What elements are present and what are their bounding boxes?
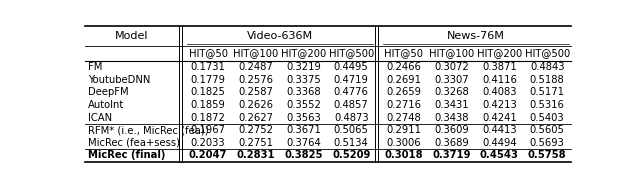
Text: 0.3268: 0.3268 bbox=[435, 87, 469, 97]
Text: 0.2627: 0.2627 bbox=[238, 112, 273, 122]
Text: AutoInt: AutoInt bbox=[88, 100, 124, 110]
Text: 0.5758: 0.5758 bbox=[528, 150, 566, 160]
Text: 0.3871: 0.3871 bbox=[482, 62, 517, 72]
Text: 0.1731: 0.1731 bbox=[191, 62, 225, 72]
Text: 0.3552: 0.3552 bbox=[286, 100, 321, 110]
Text: 0.4213: 0.4213 bbox=[482, 100, 517, 110]
Text: 0.2576: 0.2576 bbox=[238, 75, 273, 85]
Text: HIT@100: HIT@100 bbox=[233, 48, 278, 58]
Text: 0.4495: 0.4495 bbox=[334, 62, 369, 72]
Text: 0.3671: 0.3671 bbox=[286, 125, 321, 135]
Text: 0.2911: 0.2911 bbox=[387, 125, 422, 135]
Text: 0.2748: 0.2748 bbox=[387, 112, 421, 122]
Text: ICAN: ICAN bbox=[88, 112, 112, 122]
Text: 0.5316: 0.5316 bbox=[530, 100, 564, 110]
Text: 0.4083: 0.4083 bbox=[482, 87, 516, 97]
Text: 0.2047: 0.2047 bbox=[189, 150, 227, 160]
Text: 0.1967: 0.1967 bbox=[191, 125, 225, 135]
Text: 0.2716: 0.2716 bbox=[387, 100, 422, 110]
Text: 0.3431: 0.3431 bbox=[435, 100, 469, 110]
Text: HIT@200: HIT@200 bbox=[281, 48, 326, 58]
Text: 0.3719: 0.3719 bbox=[433, 150, 471, 160]
Text: 0.3689: 0.3689 bbox=[435, 138, 469, 148]
Text: 0.5693: 0.5693 bbox=[530, 138, 564, 148]
Text: 0.3006: 0.3006 bbox=[387, 138, 421, 148]
Text: HIT@200: HIT@200 bbox=[477, 48, 522, 58]
Text: 0.4776: 0.4776 bbox=[334, 87, 369, 97]
Text: 0.2587: 0.2587 bbox=[238, 87, 273, 97]
Text: HIT@500: HIT@500 bbox=[525, 48, 570, 58]
Text: 0.3307: 0.3307 bbox=[435, 75, 469, 85]
Text: MicRec (final): MicRec (final) bbox=[88, 150, 165, 160]
Text: HIT@50: HIT@50 bbox=[385, 48, 424, 58]
Text: 0.2466: 0.2466 bbox=[387, 62, 421, 72]
Text: 0.1859: 0.1859 bbox=[191, 100, 225, 110]
Text: HIT@500: HIT@500 bbox=[328, 48, 374, 58]
Text: 0.2752: 0.2752 bbox=[238, 125, 273, 135]
Text: 0.5065: 0.5065 bbox=[334, 125, 369, 135]
Text: 0.5188: 0.5188 bbox=[530, 75, 564, 85]
Text: RFM* (i.e., MicRec (fea)): RFM* (i.e., MicRec (fea)) bbox=[88, 125, 209, 135]
Text: 0.2751: 0.2751 bbox=[238, 138, 273, 148]
Text: 0.4494: 0.4494 bbox=[482, 138, 516, 148]
Text: 0.4843: 0.4843 bbox=[530, 62, 564, 72]
Text: Model: Model bbox=[115, 31, 149, 41]
Text: 0.4116: 0.4116 bbox=[482, 75, 517, 85]
Text: 0.3375: 0.3375 bbox=[286, 75, 321, 85]
Text: 0.5134: 0.5134 bbox=[334, 138, 369, 148]
Text: 0.5209: 0.5209 bbox=[332, 150, 371, 160]
Text: 0.5171: 0.5171 bbox=[530, 87, 564, 97]
Text: 0.4413: 0.4413 bbox=[482, 125, 516, 135]
Text: 0.2487: 0.2487 bbox=[238, 62, 273, 72]
Text: Video-636M: Video-636M bbox=[246, 31, 313, 41]
Text: 0.4241: 0.4241 bbox=[482, 112, 517, 122]
Text: MicRec (fea+sess): MicRec (fea+sess) bbox=[88, 138, 180, 148]
Text: 0.3438: 0.3438 bbox=[435, 112, 469, 122]
Text: 0.4873: 0.4873 bbox=[334, 112, 369, 122]
Text: 0.3563: 0.3563 bbox=[286, 112, 321, 122]
Text: 0.3825: 0.3825 bbox=[284, 150, 323, 160]
Text: News-76M: News-76M bbox=[447, 31, 504, 41]
Text: 0.2691: 0.2691 bbox=[387, 75, 422, 85]
Text: 0.5403: 0.5403 bbox=[530, 112, 564, 122]
Text: FM: FM bbox=[88, 62, 102, 72]
Text: 0.1872: 0.1872 bbox=[191, 112, 225, 122]
Text: 0.3072: 0.3072 bbox=[435, 62, 469, 72]
Text: DeepFM: DeepFM bbox=[88, 87, 129, 97]
Text: 0.3764: 0.3764 bbox=[286, 138, 321, 148]
Text: 0.2033: 0.2033 bbox=[191, 138, 225, 148]
Text: YoutubeDNN: YoutubeDNN bbox=[88, 75, 150, 85]
Text: 0.1825: 0.1825 bbox=[191, 87, 225, 97]
Text: HIT@50: HIT@50 bbox=[189, 48, 228, 58]
Text: 0.2831: 0.2831 bbox=[236, 150, 275, 160]
Text: HIT@100: HIT@100 bbox=[429, 48, 474, 58]
Text: 0.4719: 0.4719 bbox=[334, 75, 369, 85]
Text: 0.2626: 0.2626 bbox=[238, 100, 273, 110]
Text: 0.3219: 0.3219 bbox=[286, 62, 321, 72]
Text: 0.4857: 0.4857 bbox=[334, 100, 369, 110]
Text: 0.2659: 0.2659 bbox=[387, 87, 422, 97]
Text: 0.3368: 0.3368 bbox=[286, 87, 321, 97]
Text: 0.3609: 0.3609 bbox=[435, 125, 469, 135]
Text: 0.3018: 0.3018 bbox=[385, 150, 423, 160]
Text: 0.4543: 0.4543 bbox=[480, 150, 519, 160]
Text: 0.5605: 0.5605 bbox=[530, 125, 564, 135]
Text: 0.1779: 0.1779 bbox=[191, 75, 225, 85]
